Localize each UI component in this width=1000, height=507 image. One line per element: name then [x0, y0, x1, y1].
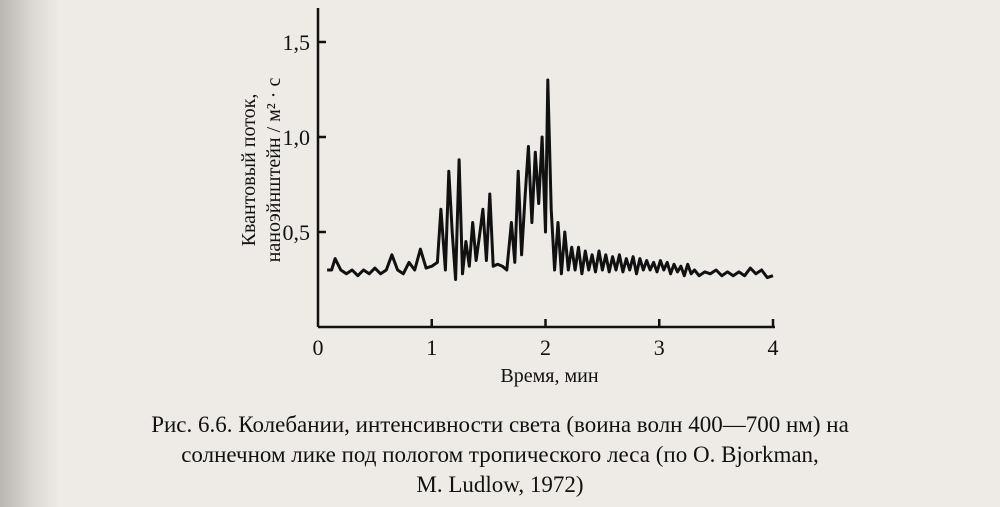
caption-line-1: Рис. 6.6. Колебании, интенсивности света…: [151, 412, 849, 437]
y-tick-label: 1,0: [283, 125, 311, 150]
page-shadow: [0, 0, 60, 507]
chart-series: [327, 78, 774, 281]
caption-line-2: солнечном лике под пологом тропического …: [181, 442, 819, 467]
x-tick-label: 4: [768, 335, 779, 360]
x-tick-label: 1: [426, 335, 437, 360]
y-tick-label: 1,5: [283, 30, 311, 55]
x-axis-title: Время, мин: [500, 365, 598, 387]
x-tick-label: 2: [540, 335, 551, 360]
x-tick-label: 0: [313, 335, 324, 360]
y-axis-title-line-1: Квантовый поток,: [238, 94, 260, 247]
caption-line-3: M. Ludlow, 1972): [416, 472, 584, 497]
quantum-flux-chart: 0 1 2 3 4 0,5 1,0 1,5 Время, мин Квантовый поток…: [238, 8, 779, 387]
y-tick-label: 0,5: [283, 220, 311, 245]
flux-series-line: [327, 78, 774, 281]
figure: 0 1 2 3 4 0,5 1,0 1,5 Время, мин Квантовый поток…: [238, 8, 779, 387]
y-axis-title-line-2: наноэйнштейн / м² · с: [263, 78, 285, 263]
figure-caption: Рис. 6.6. Колебании, интенсивности света…: [30, 410, 970, 500]
chart-ticks: 0 1 2 3 4 0,5 1,0 1,5: [283, 30, 779, 360]
chart-titles: Время, мин Квантовый поток, наноэйнштейн /…: [238, 78, 599, 387]
x-tick-label: 3: [654, 335, 665, 360]
